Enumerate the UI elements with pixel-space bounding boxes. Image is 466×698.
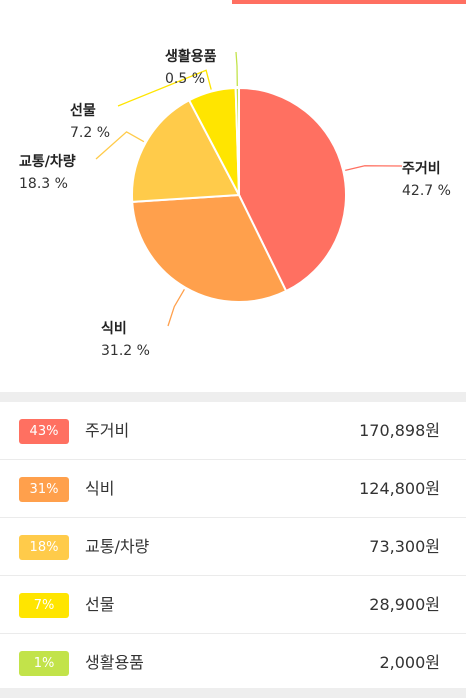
category-label: 생활용품 <box>85 653 144 672</box>
category-label: 식비 <box>85 479 115 498</box>
callout-transport-name: 교통/차량 <box>19 154 76 170</box>
list-item-transport[interactable]: 18% 교통/차량 73,300원 <box>0 518 466 576</box>
pie-slice-living <box>234 86 240 196</box>
leader-line-transport <box>95 131 145 160</box>
callout-gift: 선물 7.2 % <box>70 100 110 144</box>
callout-housing: 주거비 42.7 % <box>402 158 451 202</box>
leader-line-food <box>167 288 185 327</box>
callout-living-pct: 0.5 % <box>165 71 206 87</box>
callout-gift-name: 선물 <box>70 103 96 119</box>
callout-living-name: 생활용품 <box>165 49 217 65</box>
amount-value: 28,900원 <box>369 595 440 614</box>
callout-housing-name: 주거비 <box>402 161 441 177</box>
pie-chart <box>95 51 403 327</box>
list-item-living[interactable]: 1% 생활용품 2,000원 <box>0 634 466 691</box>
pie-slice-transport <box>131 98 241 203</box>
list-item-gift[interactable]: 7% 선물 28,900원 <box>0 576 466 634</box>
callout-living: 생활용품 0.5 % <box>165 46 217 90</box>
list-item-housing[interactable]: 43% 주거비 170,898원 <box>0 402 466 460</box>
amount-value: 170,898원 <box>359 421 440 440</box>
callout-food-name: 식비 <box>101 321 127 337</box>
percent-badge: 31% <box>19 477 69 502</box>
amount-value: 2,000원 <box>379 653 440 672</box>
bottom-spacer <box>0 688 466 698</box>
list-item-food[interactable]: 31% 식비 124,800원 <box>0 460 466 518</box>
percent-badge: 1% <box>19 651 69 676</box>
amount-value: 124,800원 <box>359 479 440 498</box>
percent-badge: 43% <box>19 419 69 444</box>
category-label: 교통/차량 <box>85 537 150 556</box>
category-label: 주거비 <box>85 421 130 440</box>
leader-line-gift <box>117 69 212 107</box>
leader-line-housing <box>345 165 403 172</box>
callout-food: 식비 31.2 % <box>101 318 150 362</box>
section-divider <box>0 392 466 402</box>
pie-slice-food <box>131 193 288 303</box>
callout-transport: 교통/차량 18.3 % <box>19 151 76 195</box>
active-tab-indicator <box>232 0 466 4</box>
pie-chart-area: 주거비 42.7 % 식비 31.2 % 교통/차량 18.3 % 선물 7.2… <box>0 4 466 392</box>
callout-gift-pct: 7.2 % <box>70 125 111 141</box>
percent-badge: 18% <box>19 535 69 560</box>
callout-food-pct: 31.2 % <box>101 343 150 359</box>
category-label: 선물 <box>85 595 115 614</box>
leader-line-living <box>235 51 238 87</box>
category-list: 43% 주거비 170,898원 31% 식비 124,800원 18% 교통/… <box>0 402 466 691</box>
amount-value: 73,300원 <box>369 537 440 556</box>
percent-badge: 7% <box>19 593 69 618</box>
pie-slice-housing <box>238 86 348 293</box>
callout-transport-pct: 18.3 % <box>19 176 68 192</box>
callout-housing-pct: 42.7 % <box>402 183 451 199</box>
